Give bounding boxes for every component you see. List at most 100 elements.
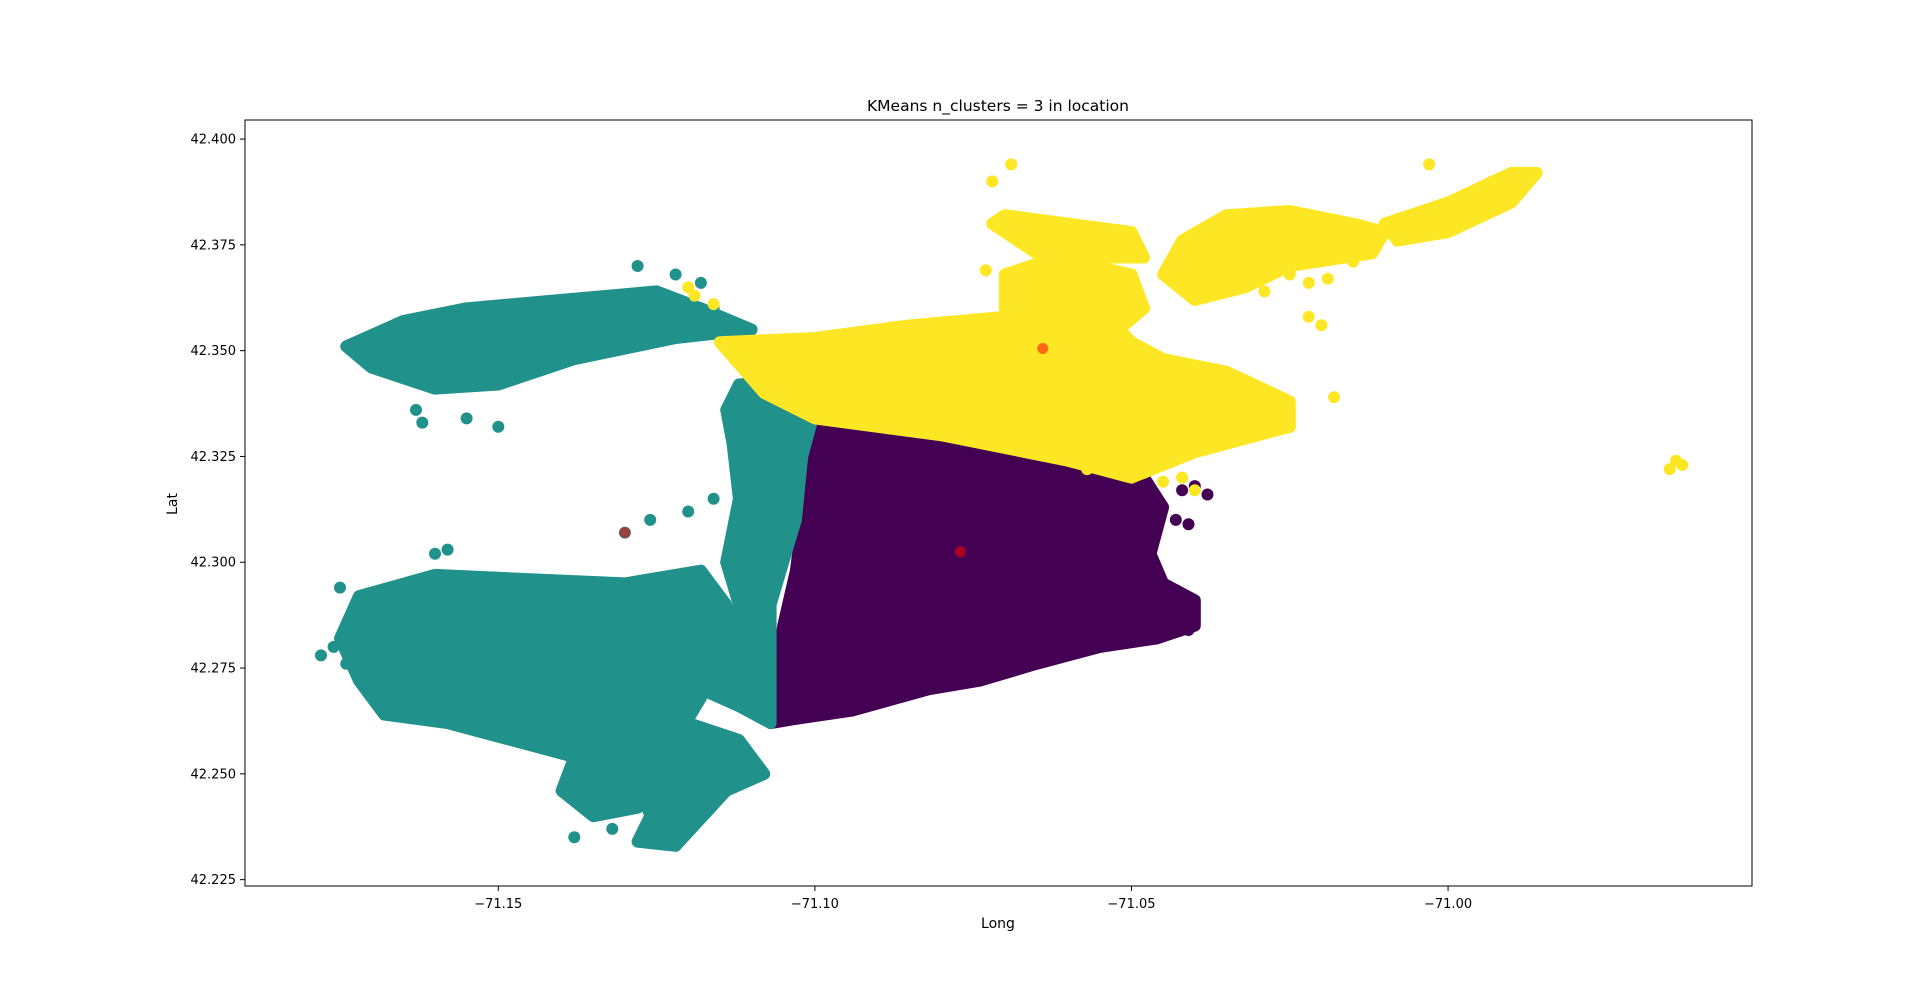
cluster-2-region-0 (713, 293, 1296, 484)
y-tick-label-0: 42.225 (191, 873, 237, 888)
cluster-1-point-12 (429, 547, 441, 560)
cluster-1-point-9 (644, 513, 657, 526)
cluster-1-point-13 (441, 543, 454, 556)
cluster-2-point-4 (986, 175, 999, 188)
cluster-1-point-1 (669, 268, 682, 281)
cluster-2-point-2 (682, 281, 695, 294)
cluster-2-point-27 (1676, 458, 1689, 471)
cluster-1-point-0 (631, 260, 644, 272)
cluster-2-point-16 (1321, 272, 1334, 285)
cluster-0-point-5 (846, 535, 859, 548)
cluster-1-point-7 (492, 420, 505, 433)
cluster-1-region-0 (340, 285, 758, 395)
cluster-2-point-8 (1328, 391, 1341, 404)
chart-title: KMeans n_clusters = 3 in location (867, 97, 1129, 116)
cluster-1-point-19 (625, 793, 638, 806)
cluster-0-point-3 (1169, 513, 1182, 526)
cluster-2-region-2 (998, 251, 1151, 336)
cluster-0-point-8 (821, 547, 834, 560)
cluster-0-point-10 (815, 577, 828, 590)
cluster-1-region-1 (694, 374, 821, 730)
y-tick-label-6: 42.375 (191, 238, 237, 253)
cluster-1-point-2 (694, 276, 707, 289)
cluster-2-point-0 (688, 289, 701, 302)
cluster-1-point-6 (460, 412, 473, 425)
cluster-0-point-7 (897, 539, 910, 552)
x-axis-ticks: −71.15 −71.10 −71.05 −71.00 (474, 886, 1472, 912)
cluster-1-point-16 (327, 640, 340, 653)
cluster-regions (334, 166, 1543, 852)
cluster-0-region-0 (764, 412, 1201, 730)
cluster-2-point-24 (1518, 171, 1531, 184)
cluster-1-point-14 (334, 581, 346, 594)
cluster-2-point-11 (1157, 475, 1170, 488)
cluster-2-point-10 (1081, 463, 1094, 476)
x-tick-label-1: −71.10 (791, 897, 839, 912)
cluster-1-point-4 (410, 403, 422, 416)
cluster-1-point-21 (606, 822, 619, 835)
cluster-2-point-26 (1663, 463, 1676, 476)
cluster-2-point-18 (1315, 319, 1328, 332)
y-tick-label-1: 42.250 (191, 767, 237, 782)
cluster-1-point-15 (315, 649, 327, 662)
cluster-1-point-17 (340, 657, 353, 670)
cluster-0-point-15 (1144, 594, 1157, 607)
cluster-0-point-17 (1182, 624, 1195, 636)
cluster-2-point-13 (1188, 484, 1201, 497)
cluster-2-point-14 (1283, 268, 1296, 281)
cluster-2-point-21 (1347, 255, 1360, 268)
y-axis-ticks: 42.225 42.250 42.275 42.300 42.325 42.350 42.3… (191, 133, 245, 888)
y-tick-label-7: 42.400 (191, 133, 237, 148)
cluster-2-region-5 (1062, 416, 1296, 484)
x-axis-label: Long (981, 916, 1015, 932)
centroid-2 (1037, 343, 1049, 354)
cluster-2-point-5 (1043, 226, 1056, 239)
cluster-2-point-1 (707, 298, 720, 311)
centroid-1 (619, 527, 631, 539)
cluster-2-region-3 (1157, 205, 1391, 306)
cluster-2-point-17 (1302, 310, 1315, 323)
cluster-2-point-12 (1176, 471, 1189, 484)
x-tick-label-2: −71.05 (1107, 897, 1155, 912)
cluster-0-point-11 (846, 598, 859, 611)
cluster-2-point-3 (1005, 158, 1018, 171)
cluster-0-point-4 (1182, 518, 1195, 531)
cluster-1-point-11 (707, 492, 720, 505)
y-axis-label: Lat (165, 493, 181, 515)
cluster-2-point-9 (1093, 446, 1106, 459)
centroid-0 (955, 546, 966, 558)
y-tick-label-2: 42.275 (191, 662, 237, 677)
cluster-0-point-12 (821, 607, 834, 619)
cluster-2-point-22 (1423, 158, 1436, 171)
x-tick-label-3: −71.00 (1424, 897, 1472, 912)
x-tick-label-0: −71.15 (474, 897, 522, 912)
cluster-0-point-14 (789, 640, 802, 653)
cluster-points (315, 158, 1689, 844)
y-tick-label-3: 42.300 (191, 556, 237, 571)
cluster-centroids (619, 343, 1049, 558)
plot-frame (244, 119, 1753, 887)
y-tick-label-4: 42.325 (191, 450, 237, 465)
cluster-2-region-4 (1378, 166, 1543, 247)
cluster-0-point-6 (872, 539, 885, 552)
cluster-1-point-5 (416, 416, 429, 429)
cluster-2-point-6 (979, 264, 992, 277)
cluster-1-point-10 (682, 505, 695, 518)
cluster-2-point-20 (1252, 260, 1265, 272)
cluster-0-point-13 (808, 624, 821, 636)
cluster-0-point-16 (1163, 619, 1176, 632)
cluster-1-region-3 (568, 717, 771, 852)
cluster-2-point-19 (1258, 285, 1271, 298)
cluster-2-region-1 (986, 209, 1151, 264)
cluster-0-point-0 (1176, 484, 1189, 497)
cluster-2-point-7 (1011, 268, 1024, 281)
cluster-1-point-20 (568, 831, 581, 844)
cluster-1-point-18 (599, 789, 612, 801)
y-tick-label-5: 42.350 (191, 344, 237, 359)
cluster-2-point-23 (1486, 175, 1499, 188)
cluster-2-point-15 (1302, 276, 1315, 289)
cluster-0-point-2 (1201, 488, 1214, 501)
cluster-0-point-9 (853, 564, 866, 577)
